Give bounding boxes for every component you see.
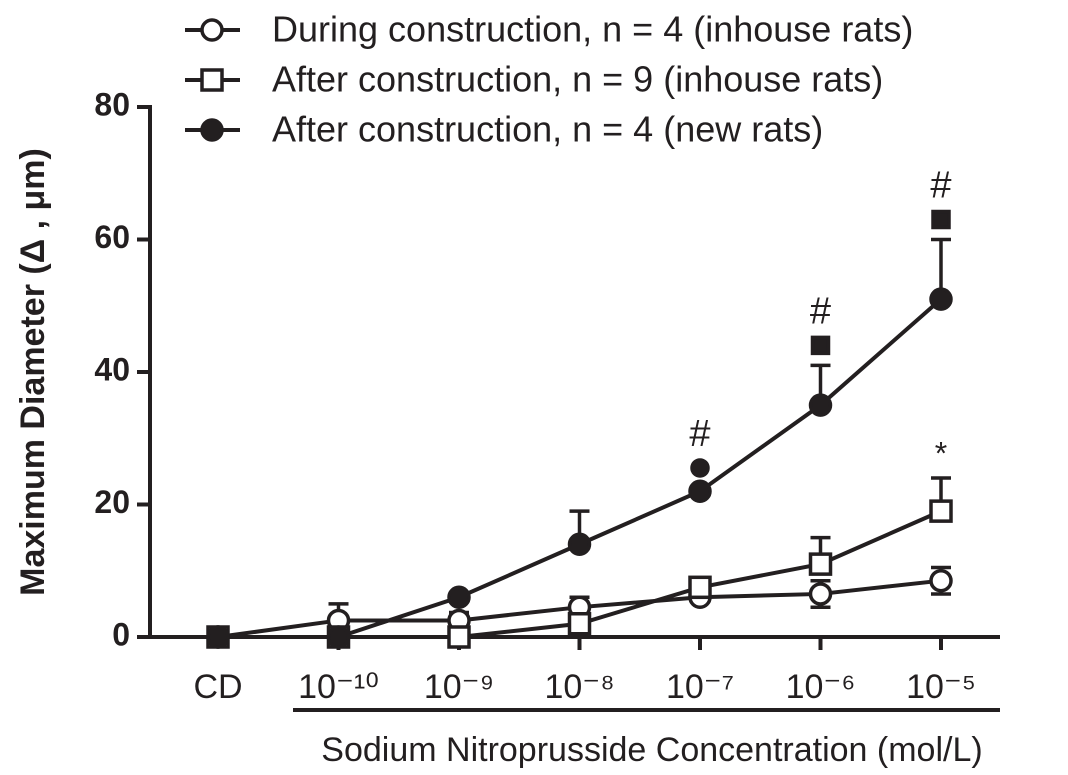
annotation: # — [810, 290, 831, 332]
marker — [929, 287, 953, 311]
legend-label: After construction, n = 9 (inhouse rats) — [272, 59, 883, 100]
x-tick-label: 10⁻⁵ — [906, 668, 976, 706]
marker — [206, 625, 230, 649]
y-tick-label: 0 — [112, 616, 130, 652]
marker — [808, 393, 833, 417]
marker — [929, 568, 953, 593]
annotation: * — [935, 435, 947, 471]
annotation-symbol — [690, 458, 710, 478]
annotation: # — [930, 165, 951, 207]
marker — [447, 585, 471, 609]
y-tick-label: 20 — [94, 484, 130, 520]
marker — [688, 479, 712, 503]
y-tick-label: 40 — [94, 351, 130, 387]
y-tick-label: 80 — [94, 86, 130, 122]
x-tick-label: 10⁻⁸ — [544, 668, 614, 706]
x-tick-label: 10⁻⁹ — [424, 668, 494, 706]
legend-label: During construction, n = 4 (inhouse rats… — [272, 9, 913, 50]
x-axis-label: Sodium Nitroprusside Concentration (mol/… — [321, 731, 982, 769]
annotation: # — [689, 413, 710, 455]
y-axis-label: Maximum Diameter (Δ , μm) — [14, 148, 52, 596]
marker — [326, 625, 351, 649]
marker — [688, 575, 712, 600]
x-tick-label: 10⁻⁷ — [666, 668, 734, 706]
y-tick-label: 60 — [94, 219, 130, 255]
marker — [808, 582, 833, 606]
annotation-symbol — [931, 209, 951, 230]
marker — [567, 532, 592, 556]
legend-marker — [200, 118, 224, 142]
legend-marker — [200, 18, 224, 42]
x-tick-label: 10⁻⁶ — [786, 668, 856, 706]
annotation-symbol — [810, 335, 831, 356]
x-tick-label: 10⁻¹⁰ — [298, 668, 379, 706]
legend-marker — [200, 68, 224, 92]
marker — [929, 499, 953, 523]
marker — [447, 625, 471, 649]
legend-label: After construction, n = 4 (new rats) — [272, 109, 823, 150]
marker — [808, 552, 833, 576]
series-line — [218, 297, 943, 639]
x-tick-label: CD — [193, 668, 242, 706]
marker — [567, 612, 592, 636]
